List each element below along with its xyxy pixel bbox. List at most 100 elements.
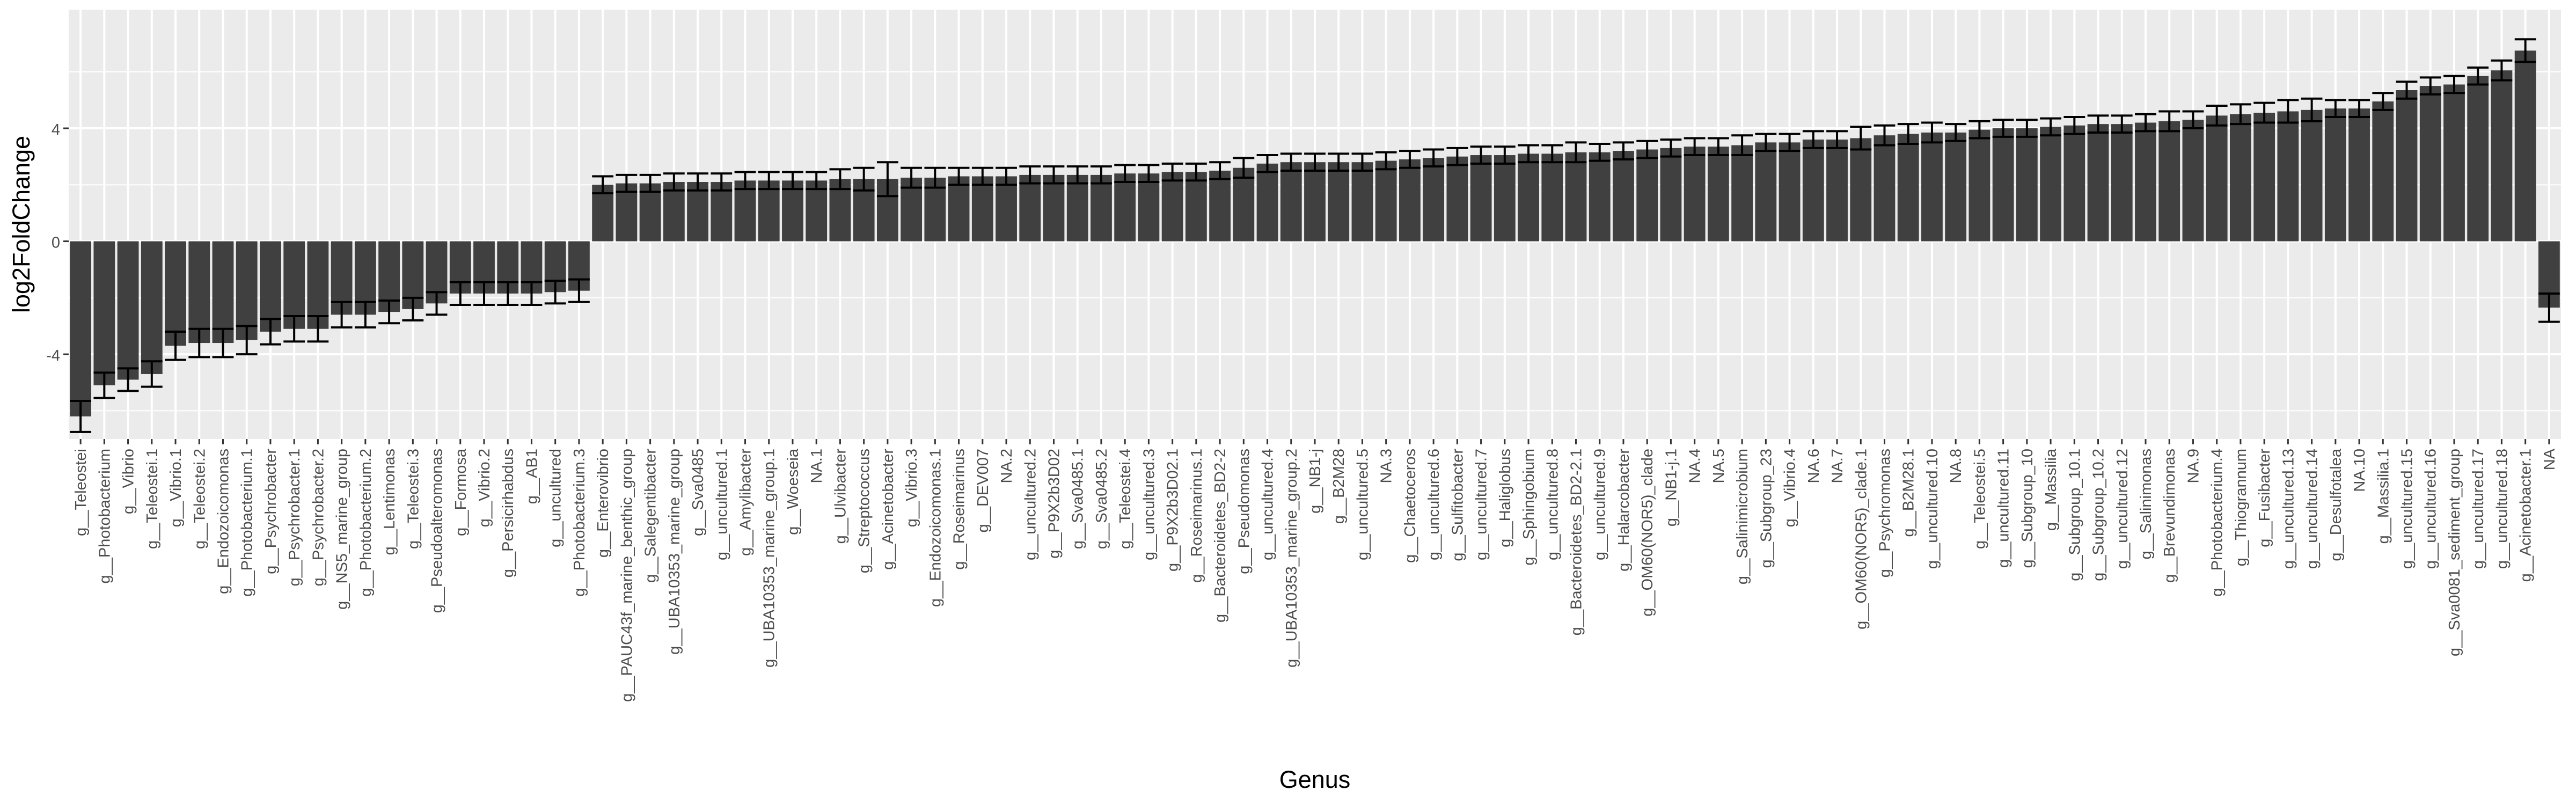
x-tick-label: g__Vibrio.2	[476, 449, 493, 527]
bar	[1233, 167, 1255, 241]
error-bars	[70, 38, 2560, 433]
bar	[806, 180, 828, 241]
bar	[141, 241, 163, 374]
error-bar	[1233, 157, 1255, 179]
x-axis-title: Genus	[1279, 766, 1351, 793]
x-tick-label: g__NB1-j	[1307, 449, 1324, 514]
error-bar	[1446, 147, 1468, 166]
bar	[1518, 153, 1539, 241]
error-bar	[1541, 144, 1563, 164]
bar	[1707, 147, 1729, 241]
error-bar	[1613, 141, 1634, 160]
x-tick-label: g__uncultured.10	[1924, 449, 1941, 569]
bar	[188, 241, 210, 343]
error-bar	[70, 399, 92, 433]
x-tick-label: g__Salegentibacter	[642, 449, 660, 583]
x-tick-label: g__Brevundimonas	[2161, 449, 2178, 583]
error-bar	[1304, 152, 1326, 172]
bar	[1161, 172, 1183, 241]
x-tick-label: g__Vibrio	[120, 449, 137, 514]
error-bar	[639, 173, 661, 193]
bar	[1779, 142, 1801, 241]
bar	[1684, 147, 1706, 241]
bar	[2016, 128, 2038, 241]
x-tick-label: g__Vibrio.1	[167, 449, 185, 527]
error-bar	[1328, 152, 1350, 172]
x-tick-label: NA.10	[2351, 449, 2368, 492]
x-tick-label: g__uncultured.17	[2470, 449, 2487, 569]
error-bar	[2206, 104, 2228, 127]
error-bar	[2253, 101, 2275, 124]
bar	[758, 180, 780, 241]
bar	[1613, 151, 1634, 241]
error-bar	[1494, 145, 1516, 165]
x-tick-label: g__uncultured.3	[1140, 449, 1158, 560]
error-bar	[1992, 119, 2014, 138]
x-tick-label: g__uncultured.14	[2304, 449, 2321, 569]
x-tick-label: g__uncultured.9	[1592, 449, 1609, 560]
x-tick-label: NA.8	[1948, 449, 1965, 483]
error-bar	[758, 171, 780, 191]
error-bar	[996, 166, 1017, 186]
x-tick-label: g__uncultured.2	[1022, 449, 1039, 560]
x-tick-label: g__uncultured.12	[2114, 449, 2131, 569]
error-bar	[2514, 38, 2536, 63]
bar	[1446, 156, 1468, 241]
x-tick-label: g__uncultured	[547, 449, 565, 547]
bar	[2324, 108, 2346, 241]
error-bar	[2016, 119, 2038, 138]
error-bar	[1161, 162, 1183, 182]
bar	[1138, 173, 1160, 241]
x-tick-label: NA.6	[1805, 449, 1823, 483]
error-bar	[1043, 165, 1065, 185]
x-tick-label: g__Teleostei.3	[405, 449, 422, 549]
bar	[2206, 115, 2228, 241]
error-bar	[2182, 110, 2204, 130]
x-tick-label: NA.3	[1378, 449, 1395, 483]
x-tick-label: g__uncultured.11	[1995, 449, 2012, 568]
bar	[639, 183, 661, 241]
bar	[1636, 149, 1658, 241]
x-tick-label: NA.4	[1687, 449, 1704, 483]
x-tick-label: g__DEV007	[975, 449, 992, 532]
bar	[2087, 124, 2109, 241]
error-bar	[1185, 162, 1207, 182]
bar	[307, 241, 329, 329]
error-bar	[1636, 140, 1658, 159]
error-bar	[117, 367, 139, 392]
bar	[971, 176, 993, 241]
x-tick-label: g__Roseimarinus.1	[1188, 449, 1205, 583]
error-bar	[806, 171, 828, 191]
bar	[1091, 174, 1112, 241]
bar	[2419, 86, 2441, 241]
x-tick-label: g__uncultured.13	[2280, 449, 2297, 569]
error-bar	[2087, 114, 2109, 134]
bar	[1066, 174, 1088, 241]
bar	[1019, 174, 1041, 241]
x-tick-label: g__OM60(NOR5)_clade	[1639, 449, 1656, 617]
bar	[2301, 109, 2323, 241]
bar	[1874, 135, 1896, 241]
bar	[1755, 142, 1777, 241]
x-tick-label: g__Sphingobium	[1520, 449, 1538, 566]
x-tick-label: g__Sva0485.1	[1070, 449, 1087, 549]
error-bar	[1589, 143, 1611, 162]
error-bar	[260, 318, 281, 346]
bar	[2348, 108, 2370, 241]
error-bar	[687, 172, 708, 192]
x-tick-label: g__OM60(NOR5)_clade.1	[1853, 449, 1870, 630]
y-tick-label: 4	[52, 121, 60, 138]
error-bar	[449, 281, 471, 306]
x-tick-label: g__Teleostei.5	[1971, 449, 1988, 549]
bar	[2253, 113, 2275, 241]
error-bar	[521, 281, 543, 306]
error-bar	[307, 315, 329, 343]
error-bar	[1518, 144, 1539, 164]
bar	[2372, 101, 2394, 241]
error-bar	[1968, 120, 1990, 140]
x-tick-label: g__uncultured.4	[1260, 449, 1277, 560]
error-bar	[2443, 75, 2465, 94]
bar	[1968, 129, 1990, 241]
